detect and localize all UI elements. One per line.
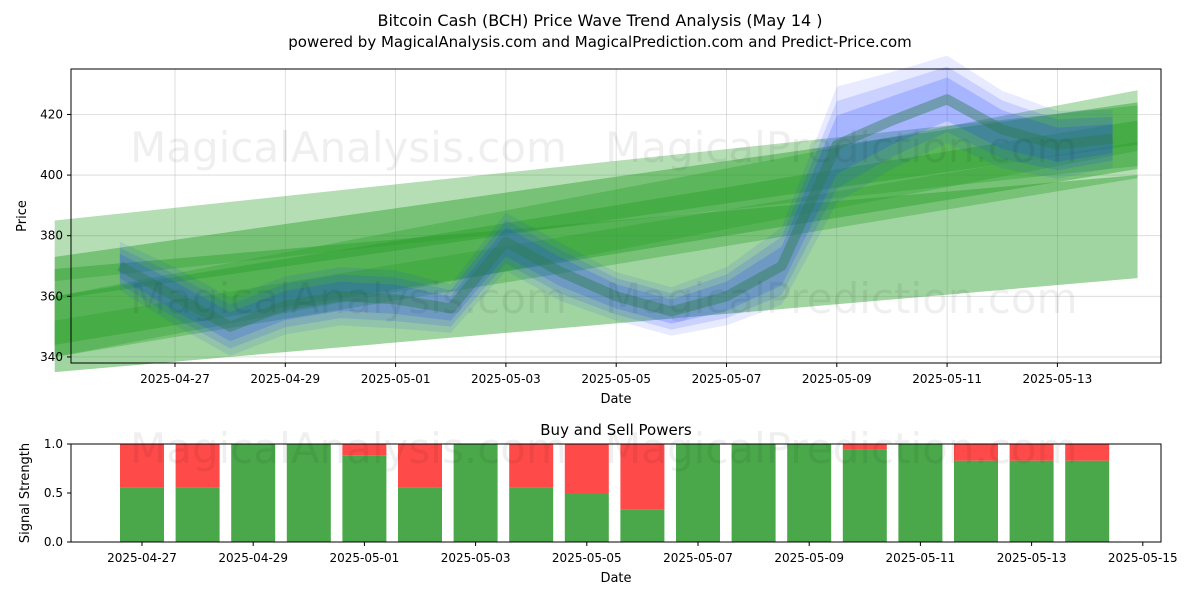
price-y-tick-label: 420 bbox=[40, 107, 63, 121]
price-y-tick-label: 360 bbox=[40, 289, 63, 303]
signal-axis-ticks: 2025-04-27 2025-04-29 2025-05-01 2025-05-03… bbox=[44, 437, 1178, 565]
sell-bar bbox=[842, 444, 887, 450]
buy-bar bbox=[620, 509, 665, 542]
buy-bar bbox=[398, 487, 442, 542]
signal-x-tick-label: 2025-04-29 bbox=[218, 551, 288, 565]
buy-bar bbox=[342, 455, 387, 542]
price-grid bbox=[71, 69, 1161, 363]
signal-title: Buy and Sell Powers bbox=[540, 421, 692, 439]
price-panel: MagicalAnalysis.com MagicalPrediction.co… bbox=[15, 55, 1162, 407]
price-wave-band-3 bbox=[119, 77, 1113, 342]
signal-watermarks: MagicalAnalysis.com MagicalPrediction.co… bbox=[130, 424, 1078, 473]
buy-bar bbox=[1065, 460, 1110, 542]
buy-bar bbox=[954, 460, 998, 542]
watermark-3: MagicalAnalysis.com bbox=[130, 274, 567, 323]
sell-bar bbox=[620, 444, 665, 510]
price-y-tick-label: 340 bbox=[40, 350, 63, 364]
sell-bar bbox=[564, 444, 609, 493]
signal-x-tick-label: 2025-05-01 bbox=[330, 551, 400, 565]
signal-x-tick-label: 2025-05-15 bbox=[1108, 551, 1178, 565]
sell-bar bbox=[954, 444, 998, 461]
buy-bar bbox=[175, 487, 220, 542]
signal-x-tick-label: 2025-05-07 bbox=[663, 551, 733, 565]
sell-bar bbox=[175, 444, 220, 488]
buy-bar bbox=[676, 444, 720, 542]
trend-band-5 bbox=[54, 141, 1138, 357]
price-watermarks: MagicalAnalysis.com MagicalPrediction.co… bbox=[130, 123, 1078, 323]
sell-bar bbox=[1009, 444, 1054, 461]
price-axis-ticks: 2025-04-27 2025-04-29 2025-05-01 2025-05-03… bbox=[40, 107, 1092, 386]
chart-subtitle: powered by MagicalAnalysis.com and Magic… bbox=[288, 33, 912, 51]
signal-x-tick-label: 2025-04-27 bbox=[107, 551, 177, 565]
price-bands bbox=[54, 55, 1138, 373]
price-x-tick-label: 2025-04-29 bbox=[250, 372, 320, 386]
buy-bar bbox=[787, 444, 832, 542]
sell-bar bbox=[120, 444, 164, 488]
trend-band-2 bbox=[54, 102, 1138, 300]
trend-band-3 bbox=[54, 90, 1138, 357]
signal-panel: Buy and Sell Powers MagicalAnalysis.com … bbox=[18, 421, 1178, 586]
buy-bar bbox=[120, 487, 164, 542]
price-x-tick-label: 2025-05-09 bbox=[802, 372, 872, 386]
watermark-2: MagicalPrediction.com bbox=[605, 123, 1078, 172]
sell-bar bbox=[398, 444, 442, 488]
watermark-1: MagicalAnalysis.com bbox=[130, 123, 567, 172]
price-y-tick-label: 400 bbox=[40, 168, 63, 182]
price-y-tick-label: 380 bbox=[40, 229, 63, 243]
trend-band-1 bbox=[54, 105, 1138, 282]
watermark-5: MagicalAnalysis.com bbox=[130, 424, 567, 473]
buy-bar bbox=[1009, 460, 1054, 542]
price-x-tick-label: 2025-05-03 bbox=[471, 372, 541, 386]
sell-bar bbox=[509, 444, 554, 488]
price-x-label: Date bbox=[600, 392, 631, 407]
signal-x-tick-label: 2025-05-09 bbox=[774, 551, 844, 565]
signal-y-tick-label: 0.0 bbox=[44, 535, 63, 549]
signal-y-tick-label: 1.0 bbox=[44, 437, 63, 451]
sell-bar bbox=[342, 444, 387, 456]
signal-x-tick-label: 2025-05-05 bbox=[552, 551, 622, 565]
chart-title: Bitcoin Cash (BCH) Price Wave Trend Anal… bbox=[377, 11, 822, 30]
price-x-tick-label: 2025-05-11 bbox=[912, 372, 982, 386]
buy-bar bbox=[842, 449, 887, 542]
price-x-tick-label: 2025-04-27 bbox=[140, 372, 210, 386]
buy-bar bbox=[231, 444, 276, 542]
signal-bars bbox=[120, 444, 1110, 542]
signal-x-tick-label: 2025-05-11 bbox=[886, 551, 956, 565]
signal-y-tick-label: 0.5 bbox=[44, 486, 63, 500]
signal-y-label: Signal Strength bbox=[18, 443, 33, 543]
price-x-tick-label: 2025-05-13 bbox=[1023, 372, 1093, 386]
buy-bar bbox=[731, 444, 776, 542]
buy-bar bbox=[286, 444, 331, 542]
buy-bar bbox=[453, 444, 498, 542]
buy-bar bbox=[509, 487, 554, 542]
price-x-tick-label: 2025-05-07 bbox=[692, 372, 762, 386]
watermark-6: MagicalPrediction.com bbox=[605, 424, 1078, 473]
price-x-tick-label: 2025-05-01 bbox=[361, 372, 431, 386]
buy-bar bbox=[564, 493, 609, 542]
signal-x-label: Date bbox=[600, 571, 631, 586]
trend-band-6 bbox=[54, 175, 1138, 373]
trend-band-4 bbox=[54, 120, 1138, 345]
price-y-label: Price bbox=[15, 200, 30, 232]
price-wave-band-1 bbox=[119, 55, 1113, 356]
price-wave-band-2 bbox=[119, 66, 1113, 349]
price-wave-line bbox=[117, 94, 1114, 332]
price-x-tick-label: 2025-05-05 bbox=[581, 372, 651, 386]
watermark-4: MagicalPrediction.com bbox=[605, 274, 1078, 323]
sell-bar bbox=[1065, 444, 1110, 461]
signal-x-tick-label: 2025-05-03 bbox=[441, 551, 511, 565]
buy-bar bbox=[898, 444, 943, 542]
signal-x-tick-label: 2025-05-13 bbox=[997, 551, 1067, 565]
